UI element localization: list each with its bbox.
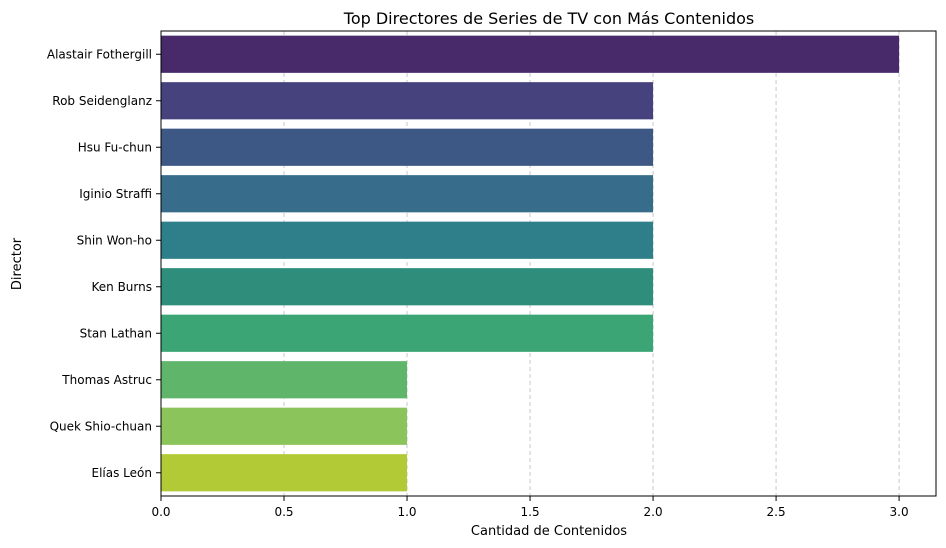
y-tick-label: Iginio Straffi [79,187,152,201]
x-tick-label: 1.0 [397,505,416,519]
bar [161,407,408,445]
y-axis-label: Director [10,237,25,290]
bar [161,361,408,399]
x-tick-label: 2.5 [767,505,786,519]
y-tick-label: Quek Shio-chuan [50,419,152,433]
y-tick-label: Elías León [92,466,152,480]
x-tick-label: 0.5 [274,505,293,519]
bar [161,35,900,73]
x-tick-label: 1.5 [521,505,540,519]
bar [161,175,654,213]
bar [161,82,654,120]
bar [161,128,654,166]
y-tick-label: Shin Won-ho [77,233,152,247]
x-axis-label: Cantidad de Contenidos [471,524,627,539]
y-tick-label: Stan Lathan [80,326,152,340]
y-tick-label: Ken Burns [92,280,153,294]
bar [161,221,654,259]
x-tick-label: 2.0 [644,505,663,519]
axes [160,30,937,497]
plot-frame [160,30,937,497]
y-tick-labels: Alastair Fothergill Rob Seidenglanz Hsu Fu… [47,47,161,480]
bars [161,35,900,492]
y-tick-label: Thomas Astruc [61,373,152,387]
chart-title: Top Directores de Series de TV con Más C… [343,9,754,28]
bar [161,268,654,306]
x-tick-labels: 0.0 0.5 1.0 1.5 2.0 2.5 3.0 [151,496,909,519]
y-tick-label: Rob Seidenglanz [52,94,152,108]
x-tick-label: 0.0 [151,505,170,519]
x-tick-label: 3.0 [890,505,909,519]
y-tick-label: Alastair Fothergill [47,47,152,61]
bar [161,314,654,352]
y-tick-label: Hsu Fu-chun [78,140,152,154]
bar [161,454,408,492]
